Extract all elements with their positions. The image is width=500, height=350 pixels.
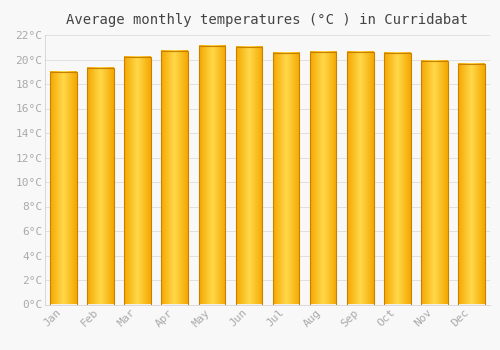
Bar — [162, 51, 188, 304]
Bar — [310, 52, 336, 304]
Bar — [50, 72, 77, 304]
Bar — [272, 53, 299, 304]
Bar — [421, 61, 448, 304]
Bar — [384, 53, 410, 304]
Bar — [458, 64, 485, 304]
Title: Average monthly temperatures (°C ) in Curridabat: Average monthly temperatures (°C ) in Cu… — [66, 13, 468, 27]
Bar — [124, 57, 151, 304]
Bar — [236, 47, 262, 304]
Bar — [88, 68, 114, 304]
Bar — [198, 46, 225, 304]
Bar — [347, 52, 374, 304]
